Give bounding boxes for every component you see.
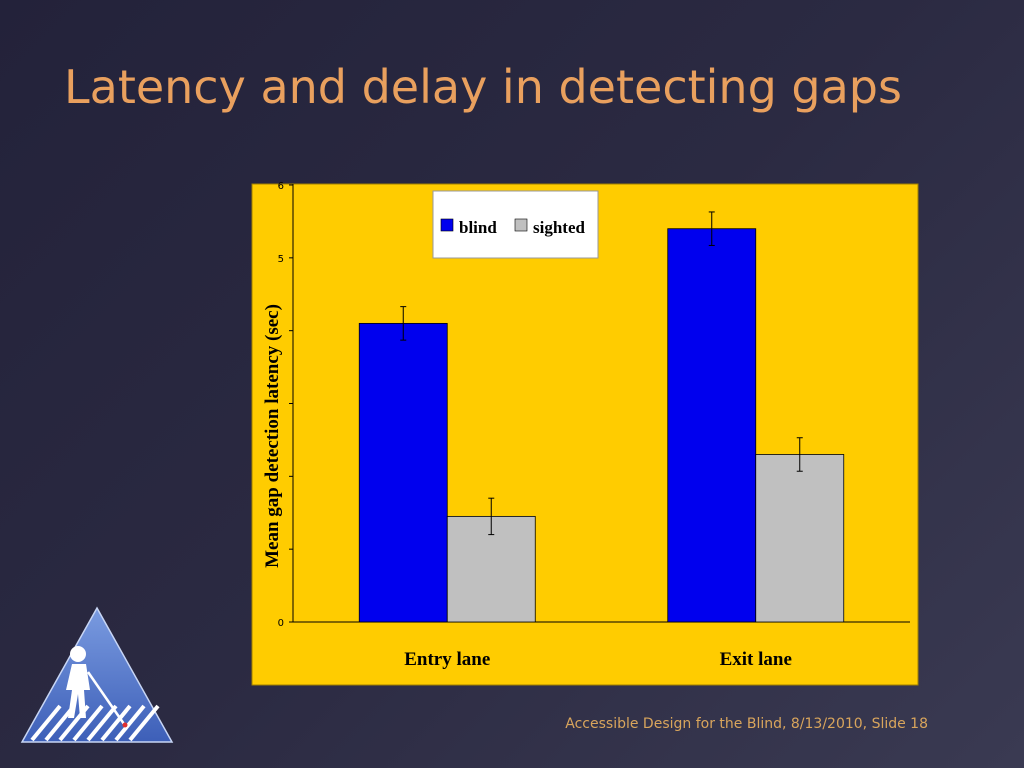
- category-label-0: Entry lane: [404, 649, 490, 670]
- pedestrian-with-cane-crosswalk-icon: [20, 606, 174, 743]
- bar-blind-1: [667, 228, 757, 623]
- y-tick-label: 5: [278, 254, 284, 265]
- slide-title: Latency and delay in detecting gaps: [64, 60, 902, 114]
- legend: blind sighted: [432, 190, 599, 259]
- y-tick-label: 6: [278, 181, 284, 192]
- legend-swatch-blind: [440, 218, 454, 232]
- legend-label-sighted: sighted: [533, 218, 586, 237]
- slide-footer: Accessible Design for the Blind, 8/13/20…: [565, 716, 928, 732]
- category-label-1: Exit lane: [720, 649, 792, 670]
- bar-blind-0: [358, 322, 448, 623]
- bar-sighted-1: [755, 454, 845, 623]
- y-axis-label: Mean gap detection latency (sec): [262, 304, 283, 568]
- legend-label-blind: blind: [459, 218, 497, 237]
- y-tick-label: 0: [278, 618, 284, 629]
- legend-swatch-sighted: [514, 218, 528, 232]
